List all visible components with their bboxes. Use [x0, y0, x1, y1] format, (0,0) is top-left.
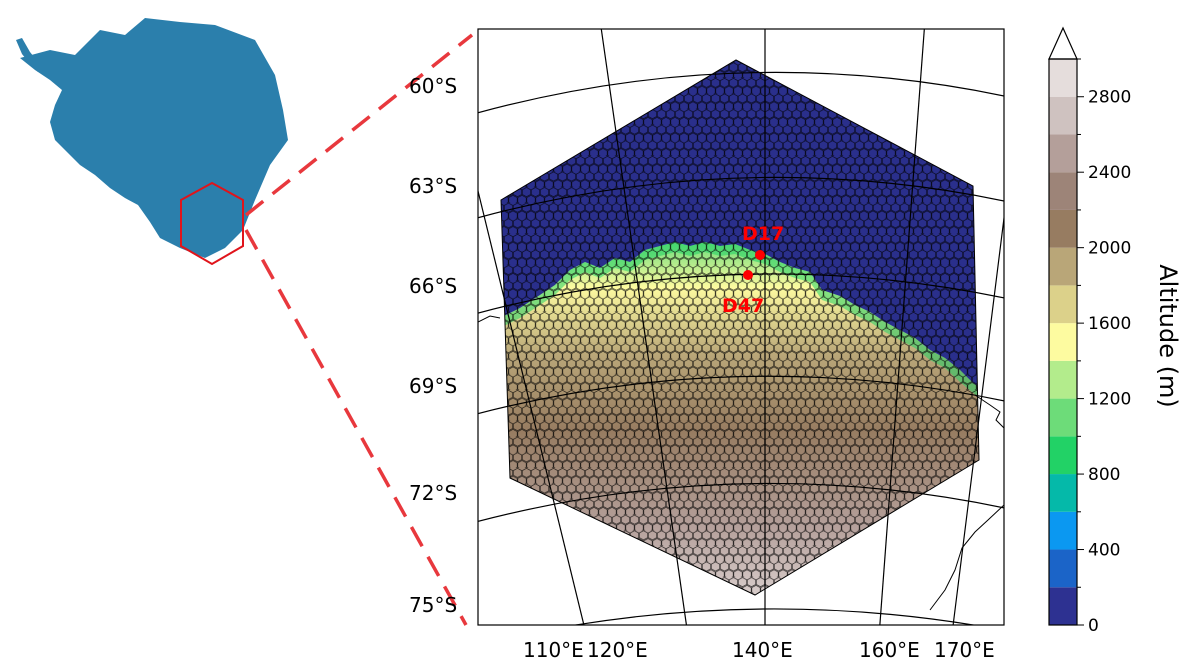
station-d17-marker [755, 250, 765, 260]
colorbar-tick-label: 1200 [1088, 390, 1131, 410]
inset-domain-hexagon [180, 181, 244, 266]
colorbar: 0 400 800 1200 1600 2000 2400 2800 Altitude (m) [1048, 26, 1182, 636]
colorbar-tick-label: 2800 [1088, 88, 1131, 108]
station-d47-label: D47 [722, 295, 764, 317]
lat-label-72s: 72°S [409, 481, 457, 505]
callout-lines [244, 33, 474, 626]
model-domain-outline [500, 59, 980, 596]
latitude-labels: 60°S 63°S 66°S 69°S 72°S 75°S [409, 74, 457, 617]
colorbar-band-200 [1049, 549, 1077, 588]
hex-cell-grid [501, 60, 979, 595]
colorbar-band-400 [1049, 511, 1077, 550]
colorbar-tick-label: 2000 [1088, 239, 1131, 259]
station-d47-marker [743, 270, 753, 280]
map-frame [477, 28, 1005, 626]
antarctica-inset [16, 18, 288, 266]
lon-label-170e: 170°E [934, 638, 995, 662]
colorbar-band-800 [1049, 436, 1077, 475]
callout-line-bottom [244, 229, 468, 626]
colorbar-band-600 [1049, 474, 1077, 512]
lon-label-120e: 120°E [587, 638, 648, 662]
colorbar-ticks: 0 400 800 1200 1600 2000 2400 2800 [1077, 58, 1131, 636]
colorbar-tick-label: 400 [1088, 541, 1120, 561]
antarctic-peninsula [16, 38, 45, 72]
colorbar-title: Altitude (m) [1154, 264, 1182, 408]
colorbar-tick-label: 0 [1088, 616, 1099, 636]
model-domain [501, 60, 979, 595]
colorbar-band-1800 [1049, 247, 1077, 286]
coastline-west [478, 315, 501, 323]
meridian-170e [952, 213, 1004, 625]
colorbar-band-2800 [1049, 59, 1077, 97]
parallel-75s [571, 608, 977, 625]
colorbar-band-2400 [1049, 134, 1077, 173]
colorbar-extend-arrow [1048, 26, 1078, 60]
lat-label-63s: 63°S [409, 174, 457, 198]
colorbar-band-1000 [1049, 398, 1077, 437]
meridian-120e [600, 29, 688, 625]
lat-label-60s: 60°S [409, 74, 457, 98]
meridian-160e [879, 29, 925, 625]
colorbar-band-1200 [1049, 360, 1077, 399]
longitude-labels: 110°E 120°E 140°E 160°E 170°E [523, 638, 995, 662]
lat-label-69s: 69°S [409, 374, 457, 398]
meridian-110e [478, 188, 585, 625]
lon-label-110e: 110°E [523, 638, 584, 662]
colorbar-bands [1049, 59, 1077, 625]
colorbar-frame [1048, 58, 1078, 626]
lat-label-66s: 66°S [409, 274, 457, 298]
main-map: D17 D47 60°S 63°S 66°S 69°S 72°S 75°S 11… [409, 28, 1005, 662]
station-d17-label: D17 [742, 223, 784, 245]
antarctica-shape [20, 18, 288, 258]
colorbar-band-2000 [1049, 209, 1077, 248]
colorbar-band-2600 [1049, 96, 1077, 135]
colorbar-band-1400 [1049, 323, 1077, 361]
callout-line-top [244, 33, 474, 217]
colorbar-tick-label: 2400 [1088, 163, 1131, 183]
coastlines [478, 315, 1004, 611]
lon-label-160e: 160°E [859, 638, 920, 662]
coastline-east [929, 394, 1004, 611]
map-area [478, 29, 1004, 625]
colorbar-band-1600 [1049, 285, 1077, 324]
lat-label-75s: 75°S [409, 593, 457, 617]
colorbar-band-0 [1049, 587, 1077, 625]
lon-label-140e: 140°E [732, 638, 793, 662]
colorbar-tick-label: 800 [1088, 465, 1120, 485]
colorbar-tick-label: 1600 [1088, 314, 1131, 334]
colorbar-band-2200 [1049, 172, 1077, 210]
stations: D17 D47 [722, 223, 784, 317]
